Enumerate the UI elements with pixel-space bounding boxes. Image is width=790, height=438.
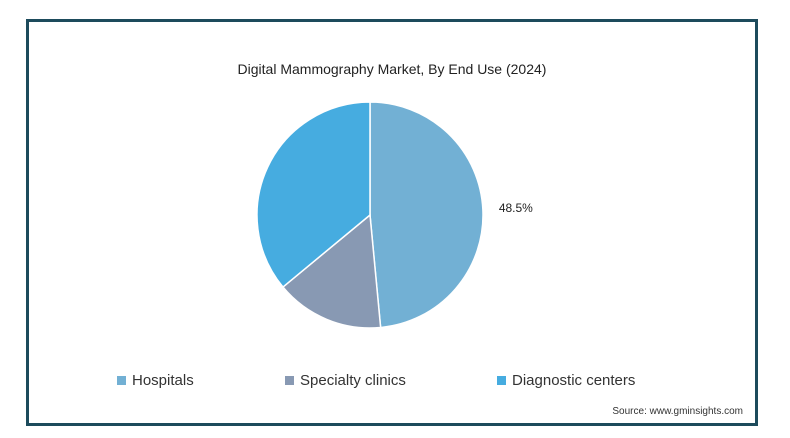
chart-legend: Hospitals Specialty clinics Diagnostic c…: [29, 372, 755, 392]
pie-slice-specialty-clinics: [281, 213, 382, 329]
legend-swatch-hospitals: [117, 376, 126, 385]
legend-item-specialty-clinics: Specialty clinics: [285, 372, 406, 389]
pie-chart: 48.5%: [256, 101, 533, 329]
legend-item-diagnostic-centers: Diagnostic centers: [497, 372, 635, 389]
pie-slice-diagnostic-centers: [256, 101, 371, 289]
source-note: Source: www.gminsights.com: [612, 406, 743, 417]
pie-slice-hospitals: [369, 101, 484, 329]
slice-label-hospitals: 48.5%: [499, 201, 533, 215]
legend-label-hospitals: Hospitals: [132, 372, 194, 389]
legend-swatch-specialty-clinics: [285, 376, 294, 385]
legend-item-hospitals: Hospitals: [117, 372, 194, 389]
legend-label-diagnostic-centers: Diagnostic centers: [512, 372, 636, 389]
chart-frame: Digital Mammography Market, By End Use (…: [26, 19, 758, 426]
legend-swatch-diagnostic-centers: [497, 376, 506, 385]
chart-title: Digital Mammography Market, By End Use (…: [237, 61, 547, 77]
legend-label-specialty-clinics: Specialty clinics: [300, 372, 406, 389]
